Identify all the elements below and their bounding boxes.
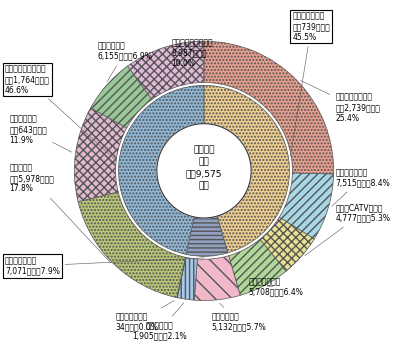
Text: テキスト系その他、
8,987億円、
10.0%: テキスト系その他、 8,987億円、 10.0% [166,38,213,68]
Text: 音声系その他、
34億円、0.0%: 音声系その他、 34億円、0.0% [115,300,174,332]
Wedge shape [204,41,334,174]
Text: 音声系ソフト、
7,071億円、7.9%: 音声系ソフト、 7,071億円、7.9% [5,256,204,276]
Text: 映像系その他、
5,708億円、6.4%: 映像系その他、 5,708億円、6.4% [248,277,303,296]
Text: 書籍ソフト、
6,155億円、6.9%: 書籍ソフト、 6,155億円、6.9% [98,41,153,82]
Wedge shape [194,256,240,300]
Text: ラジオ番組、
1,905億円、2.1%: ラジオ番組、 1,905億円、2.1% [133,303,187,340]
Text: 映像系ソフト、
４兆739億円、
45.5%: 映像系ソフト、 ４兆739億円、 45.5% [290,12,330,156]
Wedge shape [128,41,204,99]
Wedge shape [91,66,152,128]
Wedge shape [119,85,204,254]
Text: １次流通
市場
８兆9,575
億円: １次流通 市場 ８兆9,575 億円 [186,146,222,190]
Text: 雑誌ソフト、
１兆643億円、
11.9%: 雑誌ソフト、 １兆643億円、 11.9% [9,115,71,152]
Wedge shape [177,257,186,298]
Text: ゲームソフト、
7,515億円、8.4%: ゲームソフト、 7,515億円、8.4% [332,168,390,206]
Wedge shape [78,192,185,298]
Text: 音楽ソフト、
5,132億円、5.7%: 音楽ソフト、 5,132億円、5.7% [211,303,266,332]
Wedge shape [186,216,228,256]
Circle shape [157,124,251,218]
Wedge shape [228,239,286,295]
Text: 地上テレビ番組、
２兆2,739億円、
25.4%: 地上テレビ番組、 ２兆2,739億円、 25.4% [300,81,380,122]
Wedge shape [74,108,127,202]
Text: テキスト系ソフト、
４兆1,764億円、
46.6%: テキスト系ソフト、 ４兆1,764億円、 46.6% [5,65,115,160]
Wedge shape [279,173,334,239]
Text: 衛星・CATV放送、
4,777億円、5.3%: 衛星・CATV放送、 4,777億円、5.3% [305,203,390,256]
Wedge shape [260,217,314,271]
Text: 新聞記事、
１兆5,978億円、
17.8%: 新聞記事、 １兆5,978億円、 17.8% [9,163,111,263]
Wedge shape [204,85,289,253]
Wedge shape [177,257,197,300]
